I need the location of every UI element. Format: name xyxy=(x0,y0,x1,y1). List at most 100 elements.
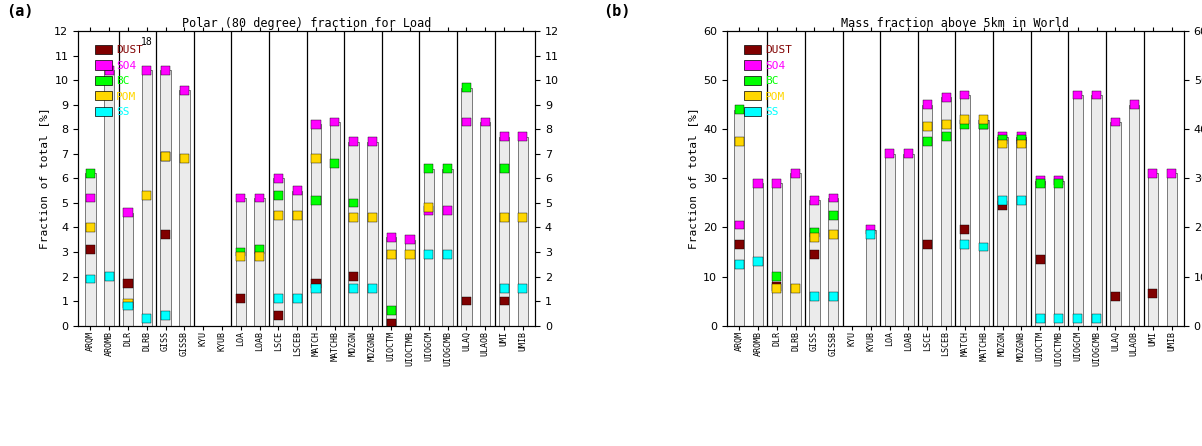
Bar xyxy=(980,120,988,129)
Bar xyxy=(941,93,951,102)
Bar xyxy=(773,272,781,281)
Bar xyxy=(255,252,264,261)
Bar xyxy=(960,226,970,234)
Bar xyxy=(273,178,284,326)
Bar xyxy=(255,194,264,202)
Bar xyxy=(405,240,415,326)
Bar xyxy=(142,191,151,200)
Bar xyxy=(349,198,358,207)
Bar xyxy=(85,245,95,254)
Bar xyxy=(349,213,358,222)
Bar xyxy=(828,194,838,202)
Bar xyxy=(255,245,264,254)
Bar xyxy=(161,311,171,320)
Bar xyxy=(1148,289,1158,298)
Bar xyxy=(998,196,1007,205)
Bar xyxy=(1054,181,1064,326)
Bar xyxy=(1054,314,1064,322)
Bar xyxy=(105,272,114,281)
Y-axis label: Fraction of total [%]: Fraction of total [%] xyxy=(688,107,697,249)
Bar xyxy=(1017,135,1025,144)
Bar xyxy=(960,240,970,249)
Bar xyxy=(85,223,95,232)
Bar xyxy=(752,183,763,326)
Bar xyxy=(1148,173,1158,326)
Bar xyxy=(791,285,801,293)
Bar xyxy=(1036,179,1045,188)
Bar xyxy=(331,118,339,126)
Bar xyxy=(998,140,1007,149)
Bar xyxy=(1111,292,1120,301)
Bar xyxy=(1073,314,1082,322)
Bar xyxy=(1017,140,1025,149)
Bar xyxy=(329,122,340,326)
Bar xyxy=(481,118,489,126)
Bar xyxy=(85,275,95,283)
Bar xyxy=(923,240,932,249)
Bar xyxy=(349,272,358,281)
Bar xyxy=(462,118,471,126)
Bar xyxy=(444,206,452,215)
Bar xyxy=(499,136,510,326)
Bar xyxy=(142,70,151,326)
Bar xyxy=(123,213,133,326)
Bar xyxy=(1054,177,1064,185)
Bar xyxy=(124,280,132,288)
Bar xyxy=(922,105,933,326)
Bar xyxy=(85,169,95,178)
Bar xyxy=(331,159,339,168)
Bar xyxy=(828,292,838,301)
Bar xyxy=(734,221,744,229)
Bar xyxy=(941,132,951,141)
Bar xyxy=(180,86,189,95)
Bar xyxy=(424,164,434,173)
Bar xyxy=(1091,314,1101,322)
Bar xyxy=(255,198,264,326)
Bar xyxy=(423,169,434,326)
Bar xyxy=(274,294,282,303)
Bar xyxy=(85,173,95,326)
Bar xyxy=(368,137,377,146)
Bar xyxy=(980,120,988,129)
Bar xyxy=(923,123,932,131)
Bar xyxy=(1091,91,1101,99)
Bar xyxy=(444,250,452,259)
Bar xyxy=(161,231,171,239)
Bar xyxy=(349,141,358,326)
Bar xyxy=(405,250,415,259)
Bar xyxy=(368,213,377,222)
Bar xyxy=(311,285,321,293)
Bar xyxy=(1091,95,1102,326)
Bar xyxy=(500,164,508,173)
Bar xyxy=(810,292,819,301)
Bar xyxy=(518,213,528,222)
Bar xyxy=(161,152,171,161)
Bar xyxy=(387,233,395,242)
Bar xyxy=(810,196,819,205)
Bar xyxy=(442,169,453,326)
Bar xyxy=(368,285,377,293)
Legend: DUST, SO4, BC, POM, SS: DUST, SO4, BC, POM, SS xyxy=(93,43,145,120)
Bar xyxy=(754,257,762,266)
Bar xyxy=(500,132,508,141)
Bar xyxy=(1111,122,1120,326)
Bar xyxy=(311,154,321,163)
Title: Polar (80 degree) fraction for Load: Polar (80 degree) fraction for Load xyxy=(182,17,432,30)
Bar xyxy=(274,311,282,320)
Bar xyxy=(462,83,471,92)
Bar xyxy=(292,186,302,195)
Bar xyxy=(773,285,781,293)
Bar xyxy=(772,183,783,326)
Bar xyxy=(1073,91,1082,99)
Bar xyxy=(734,137,744,146)
Bar xyxy=(444,164,452,173)
Bar xyxy=(124,208,132,217)
Bar xyxy=(386,237,397,326)
Bar xyxy=(349,285,358,293)
Bar xyxy=(734,105,744,114)
Bar xyxy=(500,285,508,293)
Bar xyxy=(237,248,245,256)
Bar xyxy=(865,230,876,326)
Bar xyxy=(424,250,434,259)
Bar xyxy=(236,198,246,326)
